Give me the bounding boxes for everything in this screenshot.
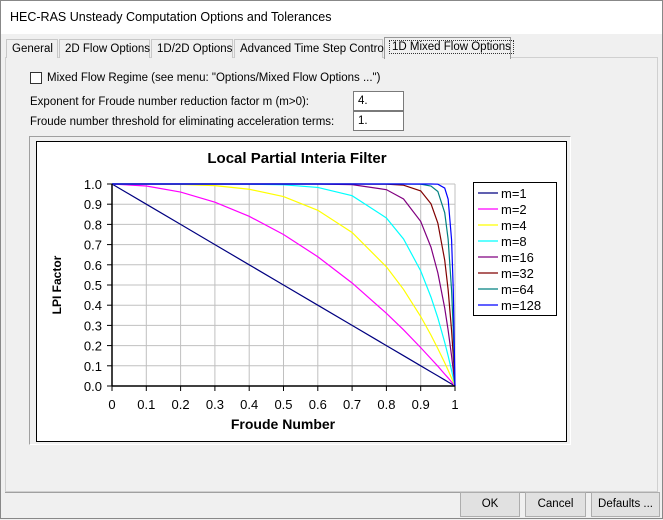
x-tick-label: 0.7 — [343, 397, 361, 412]
tab-label: 2D Flow Options — [65, 43, 151, 55]
exponent-input[interactable] — [353, 91, 404, 111]
series-line-m-128 — [112, 183, 456, 387]
x-tick-label: 1 — [451, 397, 458, 412]
y-tick-label: 0.9 — [84, 197, 102, 212]
y-tick-label: 1.0 — [84, 177, 102, 192]
legend-label: m=1 — [501, 186, 527, 201]
legend-label: m=128 — [501, 298, 541, 313]
tab-1d-2d-options[interactable]: 1D/2D Options — [151, 39, 233, 58]
tab-advanced-time-step-control[interactable]: Advanced Time Step Control — [234, 39, 387, 58]
tab-label: General — [12, 43, 53, 55]
y-tick-label: 0.5 — [84, 278, 102, 293]
y-tick-label: 0.8 — [84, 217, 102, 232]
x-tick-label: 0.6 — [309, 397, 327, 412]
legend-box — [473, 182, 557, 316]
x-tick-label: 0.4 — [240, 397, 258, 412]
button-separator — [5, 492, 660, 493]
legend-label: m=8 — [501, 234, 527, 249]
x-tick-label: 0.3 — [206, 397, 224, 412]
series-line-m-4 — [112, 183, 456, 387]
tab-label: Advanced Time Step Control — [240, 43, 387, 55]
mixed-flow-regime-label: Mixed Flow Regime (see menu: "Options/Mi… — [47, 72, 381, 84]
x-tick-label: 0.8 — [377, 397, 395, 412]
legend-label: m=4 — [501, 218, 527, 233]
y-tick-label: 0.3 — [84, 318, 102, 333]
y-tick-label: 0.6 — [84, 258, 102, 273]
cancel-button[interactable]: Cancel — [525, 492, 586, 517]
y-tick-label: 0.2 — [84, 339, 102, 354]
title-bar: HEC-RAS Unsteady Computation Options and… — [1, 1, 662, 34]
exponent-label: Exponent for Froude number reduction fac… — [30, 96, 310, 108]
y-tick-label: 0.0 — [84, 379, 102, 394]
x-tick-label: 0.1 — [137, 397, 155, 412]
tab-1d-mixed-flow-options[interactable]: 1D Mixed Flow Options — [384, 37, 514, 59]
tab-2d-flow-options[interactable]: 2D Flow Options — [59, 39, 150, 58]
series-line-m-1 — [111, 183, 456, 387]
mixed-flow-regime-checkbox[interactable] — [30, 72, 42, 84]
x-tick-label: 0.5 — [274, 397, 292, 412]
y-tick-label: 0.7 — [84, 238, 102, 253]
legend-label: m=32 — [501, 266, 534, 281]
threshold-label: Froude number threshold for eliminating … — [30, 116, 335, 128]
x-axis-label: Froude Number — [231, 416, 336, 432]
tab-label: 1D/2D Options — [157, 43, 233, 55]
window-title: HEC-RAS Unsteady Computation Options and… — [10, 10, 332, 24]
y-tick-label: 0.1 — [84, 359, 102, 374]
y-axis-label: LPI Factor — [50, 255, 64, 314]
defaults-button[interactable]: Defaults ... — [591, 492, 660, 517]
series-line-m-2 — [111, 183, 456, 387]
y-tick-label: 0.4 — [84, 298, 102, 313]
legend-label: m=16 — [501, 250, 534, 265]
x-tick-label: 0 — [108, 397, 115, 412]
legend-label: m=64 — [501, 282, 534, 297]
legend-label: m=2 — [501, 202, 527, 217]
tab-general[interactable]: General — [6, 39, 58, 58]
ok-button[interactable]: OK — [460, 492, 520, 517]
x-tick-label: 0.9 — [412, 397, 430, 412]
threshold-input[interactable] — [353, 111, 404, 131]
x-tick-label: 0.2 — [172, 397, 190, 412]
tab-label: 1D Mixed Flow Options — [389, 40, 514, 54]
chart-title: Local Partial Interia Filter — [207, 150, 386, 167]
